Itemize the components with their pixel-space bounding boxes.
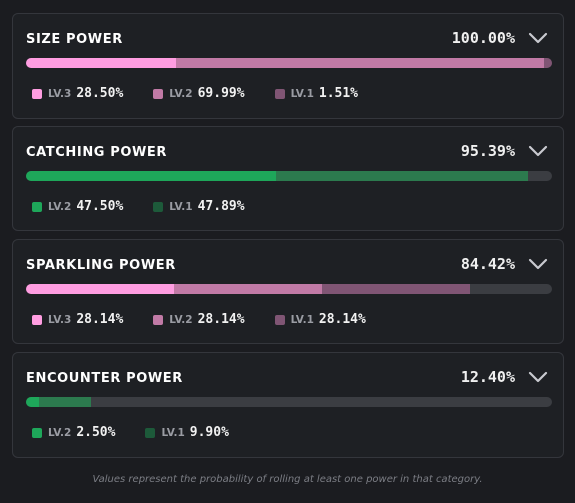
legend-item-lv1: LV.1 28.14%	[274, 312, 366, 327]
legend: LV.3 28.50% LV.2 69.99% LV.1 1.51%	[32, 86, 388, 101]
legend-swatch	[274, 88, 285, 99]
card-size-power: SIZE POWER 100.00% LV.3 28.50% LV.2 69.9…	[12, 13, 564, 119]
legend-swatch	[32, 427, 42, 438]
chevron-down-icon[interactable]	[528, 370, 548, 384]
legend-value: 47.89%	[197, 199, 245, 214]
bar-segment	[39, 397, 92, 407]
legend: LV.2 47.50% LV.1 47.89%	[32, 199, 275, 214]
bar-segment	[26, 284, 175, 294]
legend-swatch	[32, 88, 42, 99]
bar-segment	[26, 171, 276, 181]
card-encounter-power: ENCOUNTER POWER 12.40% LV.2 2.50% LV.1 9…	[12, 352, 564, 458]
chevron-down-icon[interactable]	[528, 144, 548, 158]
legend-swatch	[153, 201, 164, 212]
bar-segment	[275, 171, 528, 181]
legend-level: LV.2	[169, 87, 193, 100]
legend-item-lv3: LV.3 28.14%	[32, 312, 123, 327]
total-percent: 12.40%	[460, 368, 515, 386]
card-title: SPARKLING POWER	[26, 258, 176, 273]
probability-bar	[26, 171, 552, 181]
bar-segment	[174, 284, 323, 294]
chevron-down-icon[interactable]	[528, 31, 548, 45]
legend-value: 28.14%	[76, 312, 124, 327]
probability-bar	[26, 58, 552, 68]
legend-swatch	[32, 314, 42, 325]
legend-value: 28.14%	[318, 312, 366, 327]
legend-value: 69.99%	[197, 86, 245, 101]
legend-value: 28.14%	[197, 312, 245, 327]
footnote: Values represent the probability of roll…	[92, 474, 483, 485]
legend-item-lv2: LV.2 47.50%	[32, 199, 123, 214]
card-sparkling-power: SPARKLING POWER 84.42% LV.3 28.14% LV.2 …	[12, 239, 564, 344]
bar-segment	[544, 58, 552, 68]
bar-segment	[26, 58, 176, 68]
legend-level: LV.1	[169, 200, 193, 213]
card-title: SIZE POWER	[26, 32, 123, 47]
legend: LV.3 28.14% LV.2 28.14% LV.1 28.14%	[32, 312, 396, 327]
total-percent: 100.00%	[451, 29, 515, 47]
legend-level: LV.3	[48, 87, 72, 100]
legend-swatch	[32, 201, 42, 212]
legend-value: 28.50%	[76, 86, 124, 101]
legend-item-lv3: LV.3 28.50%	[32, 86, 123, 101]
bar-segment	[322, 284, 471, 294]
legend-swatch	[145, 427, 156, 438]
legend-level: LV.2	[169, 313, 193, 326]
card-title: ENCOUNTER POWER	[26, 371, 183, 386]
legend-item-lv2: LV.2 28.14%	[153, 312, 245, 327]
total-percent: 95.39%	[460, 142, 515, 160]
legend-value: 1.51%	[318, 86, 359, 101]
legend-level: LV.2	[48, 200, 72, 213]
legend-level: LV.3	[48, 313, 72, 326]
card-title: CATCHING POWER	[26, 145, 168, 160]
legend-swatch	[153, 88, 164, 99]
legend-item-lv1: LV.1 47.89%	[153, 199, 245, 214]
legend-level: LV.1	[290, 313, 314, 326]
legend: LV.2 2.50% LV.1 9.90%	[32, 425, 259, 440]
probability-bar	[26, 284, 552, 294]
legend-item-lv1: LV.1 1.51%	[274, 86, 359, 101]
bar-segment	[26, 397, 40, 407]
legend-value: 2.50%	[76, 425, 116, 440]
probability-bar	[26, 397, 552, 407]
legend-level: LV.2	[48, 426, 72, 439]
legend-level: LV.1	[161, 426, 185, 439]
legend-item-lv1: LV.1 9.90%	[145, 425, 229, 440]
legend-swatch	[274, 314, 285, 325]
legend-level: LV.1	[290, 87, 314, 100]
chevron-down-icon[interactable]	[528, 257, 548, 271]
legend-value: 9.90%	[189, 425, 229, 440]
bar-segment	[175, 58, 545, 68]
legend-item-lv2: LV.2 69.99%	[153, 86, 245, 101]
legend-value: 47.50%	[76, 199, 124, 214]
card-catching-power: CATCHING POWER 95.39% LV.2 47.50% LV.1 4…	[12, 126, 564, 231]
legend-swatch	[153, 314, 164, 325]
legend-item-lv2: LV.2 2.50%	[32, 425, 115, 440]
total-percent: 84.42%	[460, 255, 515, 273]
